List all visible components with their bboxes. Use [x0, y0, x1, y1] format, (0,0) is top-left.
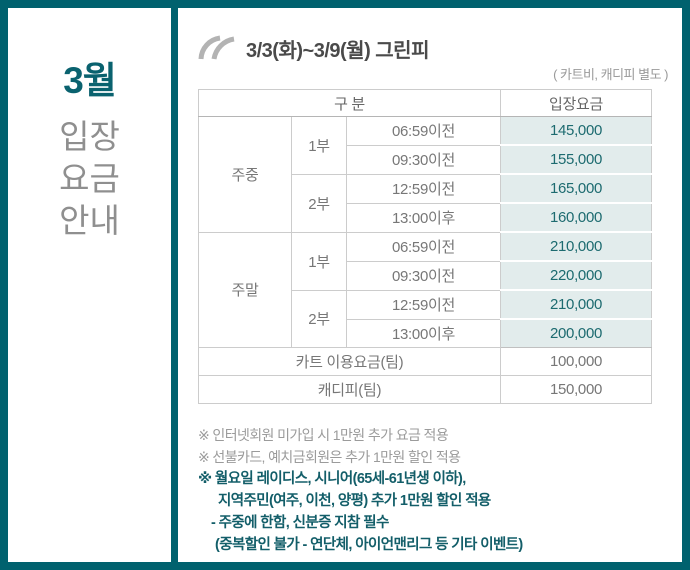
note-no-duplicate-discount: (중복할인 불가 - 연단체, 아이언맨리그 등 기타 이벤트) [215, 537, 523, 553]
note-internet-member: ※ 인터넷회원 미가입 시 1만원 추가 요금 적용 [198, 427, 449, 443]
part-label: 2부 [291, 173, 347, 233]
fee-table: 구 분 입장요금 주중 1부 06:59이전 145,000 09:30이전 1… [198, 89, 652, 404]
table-row: 주말 1부 06:59이전 210,000 [198, 231, 652, 348]
table-row: 2부 12:59이전 210,000 [199, 289, 652, 348]
sidebar: 3월 입장 요금 안내 [8, 8, 178, 562]
cart-fee-value: 100,000 [500, 347, 652, 376]
table-row-caddie-fee: 캐디피(팀) 150,000 [198, 375, 652, 404]
month-title: 3월 [63, 60, 117, 101]
time-slot: 09:30이전 [346, 144, 501, 175]
table-row: 13:00이후 200,000 [199, 318, 652, 348]
part-label: 1부 [291, 231, 347, 291]
price-value: 210,000 [500, 231, 652, 262]
time-slot: 13:00이후 [346, 202, 501, 233]
time-slot: 06:59이전 [346, 116, 501, 146]
caddie-fee-value: 150,000 [500, 375, 652, 404]
time-slot: 09:30이전 [346, 260, 501, 291]
time-slot: 12:59이전 [346, 289, 501, 320]
table-row: 09:30이전 155,000 [199, 144, 652, 175]
price-value: 200,000 [500, 318, 652, 348]
part-label: 2부 [291, 289, 347, 348]
cart-fee-label: 카트 이용요금(팀) [198, 347, 501, 376]
price-value: 155,000 [500, 144, 652, 175]
notes-section: ※ 인터넷회원 미가입 시 1만원 추가 요금 적용 ※ 선불카드, 예치금회원… [198, 424, 668, 556]
note-monday-discount: ※ 월요일 레이디스, 시니어(65세-61년생 이하), [198, 471, 466, 487]
col-header-price: 입장요금 [500, 89, 652, 117]
price-value: 145,000 [500, 116, 652, 146]
sidebar-line-2: 요금 [59, 160, 120, 197]
sidebar-line-1: 입장 [59, 118, 120, 155]
time-slot: 06:59이전 [346, 231, 501, 262]
table-row: 13:00이후 160,000 [199, 202, 652, 233]
sidebar-line-3: 안내 [59, 202, 120, 239]
header-row: 3/3(화)~3/9(월) 그린피 [198, 34, 668, 62]
col-header-category: 구 분 [198, 89, 501, 117]
fee-exclusion-note: ( 카트비, 캐디피 별도 ) [553, 67, 668, 82]
double-arc-icon [198, 35, 235, 60]
table-row: 09:30이전 220,000 [199, 260, 652, 291]
note-weekday-only: - 주중에 한함, 신분증 지참 필수 [211, 515, 389, 531]
price-value: 220,000 [500, 260, 652, 291]
page-title: 3/3(화)~3/9(월) 그린피 [246, 39, 429, 62]
note-prepaid-card: ※ 선불카드, 예치금회원은 추가 1만원 할인 적용 [198, 449, 461, 465]
price-value: 210,000 [500, 289, 652, 320]
table-row: 주중 1부 06:59이전 145,000 [198, 116, 652, 233]
category-weekday: 주중 [198, 116, 292, 233]
price-value: 165,000 [500, 173, 652, 204]
time-slot: 12:59이전 [346, 173, 501, 204]
content-area: 3/3(화)~3/9(월) 그린피 ( 카트비, 캐디피 별도 ) 구 분 입장… [178, 8, 682, 562]
table-header-row: 구 분 입장요금 [198, 89, 652, 117]
time-slot: 13:00이후 [346, 318, 501, 348]
price-value: 160,000 [500, 202, 652, 233]
table-row-cart-fee: 카트 이용요금(팀) 100,000 [198, 347, 652, 376]
caddie-fee-label: 캐디피(팀) [198, 375, 501, 404]
note-local-resident: 지역주민(여주, 이천, 양평) 추가 1만원 할인 적용 [218, 493, 491, 509]
part-label: 1부 [291, 116, 347, 175]
category-weekend: 주말 [198, 231, 292, 348]
